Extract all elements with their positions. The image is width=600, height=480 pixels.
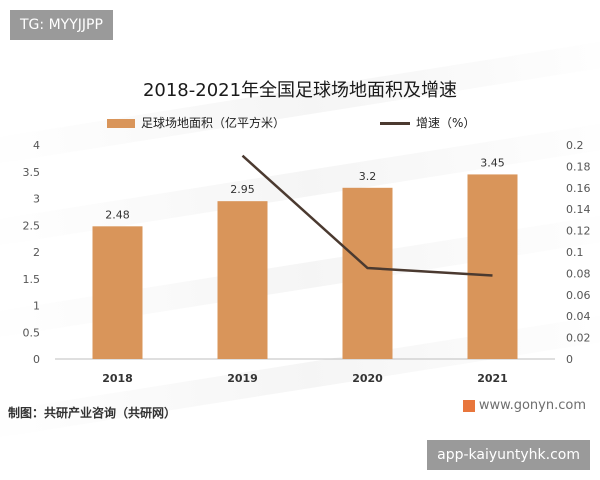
y-right-tick-label: 0.2 (566, 139, 584, 152)
brand-text: www.gonyn.com (478, 398, 586, 413)
legend-bar-swatch (107, 119, 135, 128)
y-left-tick-label: 2.5 (23, 219, 41, 232)
legend-label-growth: 增速（%） (416, 116, 476, 130)
growth-line (241, 154, 493, 277)
legend-label-area: 足球场地面积（亿平方米） (141, 116, 286, 130)
y-right-tick-label: 0.18 (566, 160, 591, 173)
chart-title: 2018-2021年全国足球场地面积及增速 (142, 80, 458, 101)
y-left-tick-label: 0 (33, 353, 40, 366)
y-left-tick-label: 4 (33, 139, 40, 152)
y-left-tick-label: 0.5 (23, 326, 41, 339)
legend-item-area: 足球场地面积（亿平方米） (107, 114, 285, 132)
legend-item-growth: 增速（%） (380, 114, 475, 132)
bar (467, 174, 518, 359)
bar-data-label: 2.48 (105, 208, 130, 221)
chart-legend: 足球场地面积（亿平方米） 增速（%） (0, 114, 600, 134)
bar-data-label: 3.45 (480, 156, 505, 169)
bar (342, 187, 393, 359)
y-right-tick-label: 0.14 (566, 203, 591, 216)
bar-data-label: 3.2 (359, 170, 377, 183)
y-right-tick-label: 0.16 (566, 182, 591, 195)
y-left-tick-label: 3.5 (23, 166, 41, 179)
y-right-tick-label: 0.08 (566, 267, 591, 280)
y-right-tick-label: 0.12 (566, 225, 591, 238)
y-right-tick-label: 0.1 (566, 246, 584, 259)
x-tick-label: 2020 (352, 372, 383, 385)
brand-watermark: www.gonyn.com (462, 398, 586, 413)
y-left-tick-label: 2 (33, 246, 40, 259)
bar-data-label: 2.95 (230, 183, 255, 196)
bar (92, 226, 143, 359)
y-right-tick-label: 0 (566, 353, 573, 366)
y-right-tick-label: 0.02 (566, 332, 591, 345)
bar (217, 201, 268, 359)
x-tick-label: 2018 (102, 372, 133, 385)
top-tag: TG: MYYJJPP (10, 10, 113, 40)
source-note: 制图：共研产业咨询（共研网） (8, 406, 177, 420)
y-right-tick-label: 0.04 (566, 310, 591, 323)
x-tick-label: 2021 (477, 372, 508, 385)
y-right-tick-label: 0.06 (566, 289, 591, 302)
brand-logo-icon (462, 399, 475, 412)
bottom-tag: app-kaiyuntyhk.com (427, 440, 590, 470)
y-left-tick-label: 3 (33, 193, 40, 206)
legend-line-swatch (380, 122, 410, 125)
x-tick-label: 2019 (227, 372, 258, 385)
y-left-tick-label: 1.5 (23, 273, 41, 286)
y-left-tick-label: 1 (33, 300, 40, 313)
